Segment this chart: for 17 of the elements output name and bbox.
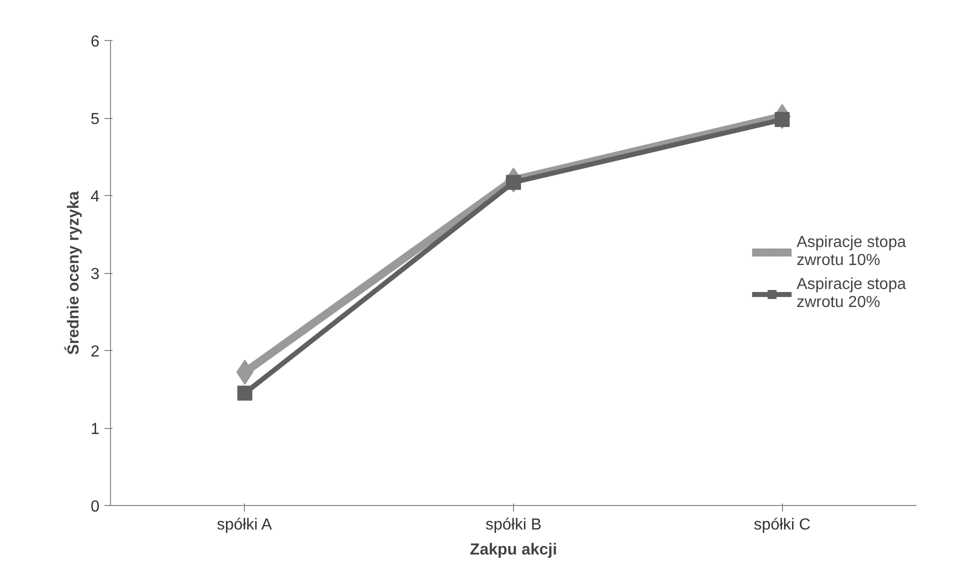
y-tick-label: 0 (90, 498, 100, 516)
x-tick-label: spółki B (485, 516, 542, 534)
y-tick-label: 1 (90, 421, 100, 438)
y-tick-label: 2 (90, 344, 100, 360)
y-axis-title: Średnie oceny ryzyka (64, 191, 83, 355)
point (237, 386, 252, 401)
legend-label: Aspiracje stopa zwrotu 10% (796, 234, 906, 270)
y-tick-label: 4 (90, 188, 100, 206)
x-tick-label: spółki C (754, 516, 811, 534)
y-tick-label: 5 (90, 111, 100, 128)
point (506, 174, 521, 190)
x-tick-label: spółki A (216, 516, 272, 534)
y-tick-label: 6 (90, 34, 100, 50)
y-tick-label: 3 (90, 266, 100, 283)
point (774, 112, 790, 128)
x-axis-title: Zakpu akcji (470, 542, 558, 558)
legend-label: Aspiracje stopa zwrotu 20% (796, 276, 906, 312)
